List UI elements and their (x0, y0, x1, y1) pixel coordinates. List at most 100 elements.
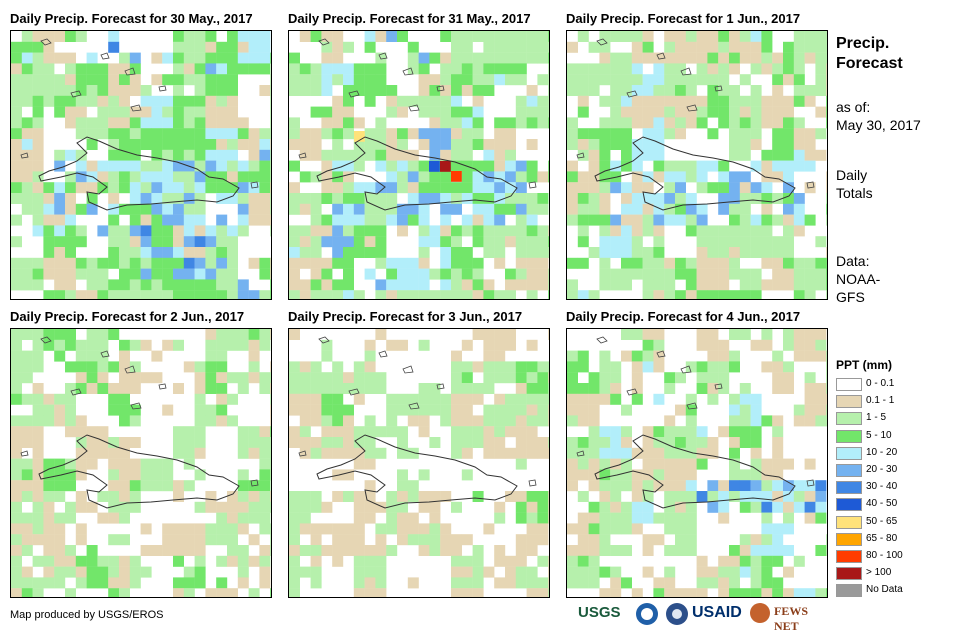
precip-cell (321, 117, 333, 129)
precip-cell (588, 247, 600, 258)
precip-cell (685, 469, 697, 481)
precip-cell (299, 545, 311, 556)
precip-cell (826, 383, 827, 394)
precip-cell (205, 383, 217, 394)
precip-cell (537, 31, 549, 42)
precip-cell (707, 447, 719, 459)
precip-cell (826, 106, 827, 118)
precip-cell (772, 491, 784, 502)
precip-cell (696, 588, 708, 597)
precip-cell (815, 383, 827, 394)
precip-cell (119, 458, 130, 470)
precip-cell (119, 236, 130, 248)
precip-cell (577, 437, 589, 448)
precip-cell (343, 214, 354, 226)
precip-cell (375, 372, 387, 384)
precip-cell (32, 117, 44, 129)
precip-cell (119, 160, 130, 172)
map-panel-2 (288, 30, 550, 300)
small-island-outline (626, 90, 638, 98)
precip-cell (599, 534, 611, 546)
precip-cell (32, 182, 44, 194)
precip-cell (577, 469, 589, 481)
precip-cell (729, 290, 740, 299)
precip-cell (194, 501, 206, 513)
precip-cell (610, 523, 622, 535)
precip-cell (97, 95, 109, 107)
precip-cell (653, 247, 665, 258)
precip-cell (216, 361, 228, 373)
precip-cell (783, 491, 794, 502)
precip-cell (772, 372, 784, 384)
precip-cell (750, 247, 762, 258)
precip-cell (577, 193, 589, 204)
precip-cell (783, 458, 794, 470)
precip-cell (653, 361, 665, 373)
legend-label: 10 - 20 (866, 446, 898, 458)
precip-cell (21, 52, 33, 64)
precip-cell (259, 160, 271, 172)
precip-cell (332, 52, 344, 64)
precip-cell (739, 566, 751, 578)
precip-cell (11, 426, 22, 438)
precip-cell (299, 139, 311, 150)
precip-cell (783, 268, 794, 280)
precip-cell (577, 577, 589, 589)
precip-cell (397, 171, 408, 183)
precip-cell (119, 566, 130, 578)
precip-cell (599, 41, 611, 53)
precip-cell (270, 279, 271, 291)
precip-cell (183, 193, 195, 204)
precip-cell (537, 437, 549, 448)
precip-cell (707, 279, 719, 291)
precip-cell (183, 52, 195, 64)
precip-cell (332, 182, 344, 194)
precip-cell (86, 501, 98, 513)
hispaniola-coastline (594, 434, 796, 509)
precip-cell (375, 577, 387, 589)
precip-cell (621, 193, 632, 204)
precip-cell (685, 404, 697, 416)
precip-cell (129, 480, 141, 492)
precip-cell (599, 214, 611, 226)
precip-cell (65, 361, 76, 373)
precip-cell (783, 149, 794, 161)
precip-cell (621, 85, 632, 96)
precip-cell (397, 501, 408, 513)
precip-cell (451, 182, 462, 194)
precip-cell (375, 555, 387, 567)
precip-cell (718, 339, 730, 351)
precip-cell (205, 361, 217, 373)
precip-cell (804, 268, 816, 280)
precip-cell (685, 361, 697, 373)
precip-cell (343, 128, 354, 140)
precip-cell (21, 577, 33, 589)
precip-cell (299, 193, 311, 204)
precip-cell (537, 372, 549, 384)
precip-cell (32, 426, 44, 438)
precip-cell (216, 329, 228, 340)
precip-cell (610, 279, 622, 291)
precip-cell (205, 160, 217, 172)
precip-cell (97, 290, 109, 299)
precip-cell (151, 193, 163, 204)
precip-cell (653, 329, 665, 340)
precip-cell (129, 106, 141, 118)
precip-cell (332, 426, 344, 438)
precip-cell (429, 236, 441, 248)
precip-cell (54, 566, 66, 578)
precip-cell (11, 214, 22, 226)
precip-cell (259, 372, 271, 384)
precip-cell (289, 63, 300, 75)
precip-cell (173, 139, 184, 150)
precip-cell (321, 214, 333, 226)
precip-cell (696, 577, 708, 589)
precip-cell (289, 193, 300, 204)
precip-cell (739, 149, 751, 161)
precip-cell (588, 545, 600, 556)
precip-cell (310, 290, 322, 299)
precip-cell (270, 290, 271, 299)
precip-cell (248, 501, 260, 513)
precip-cell (173, 257, 184, 269)
precip-cell (343, 193, 354, 204)
